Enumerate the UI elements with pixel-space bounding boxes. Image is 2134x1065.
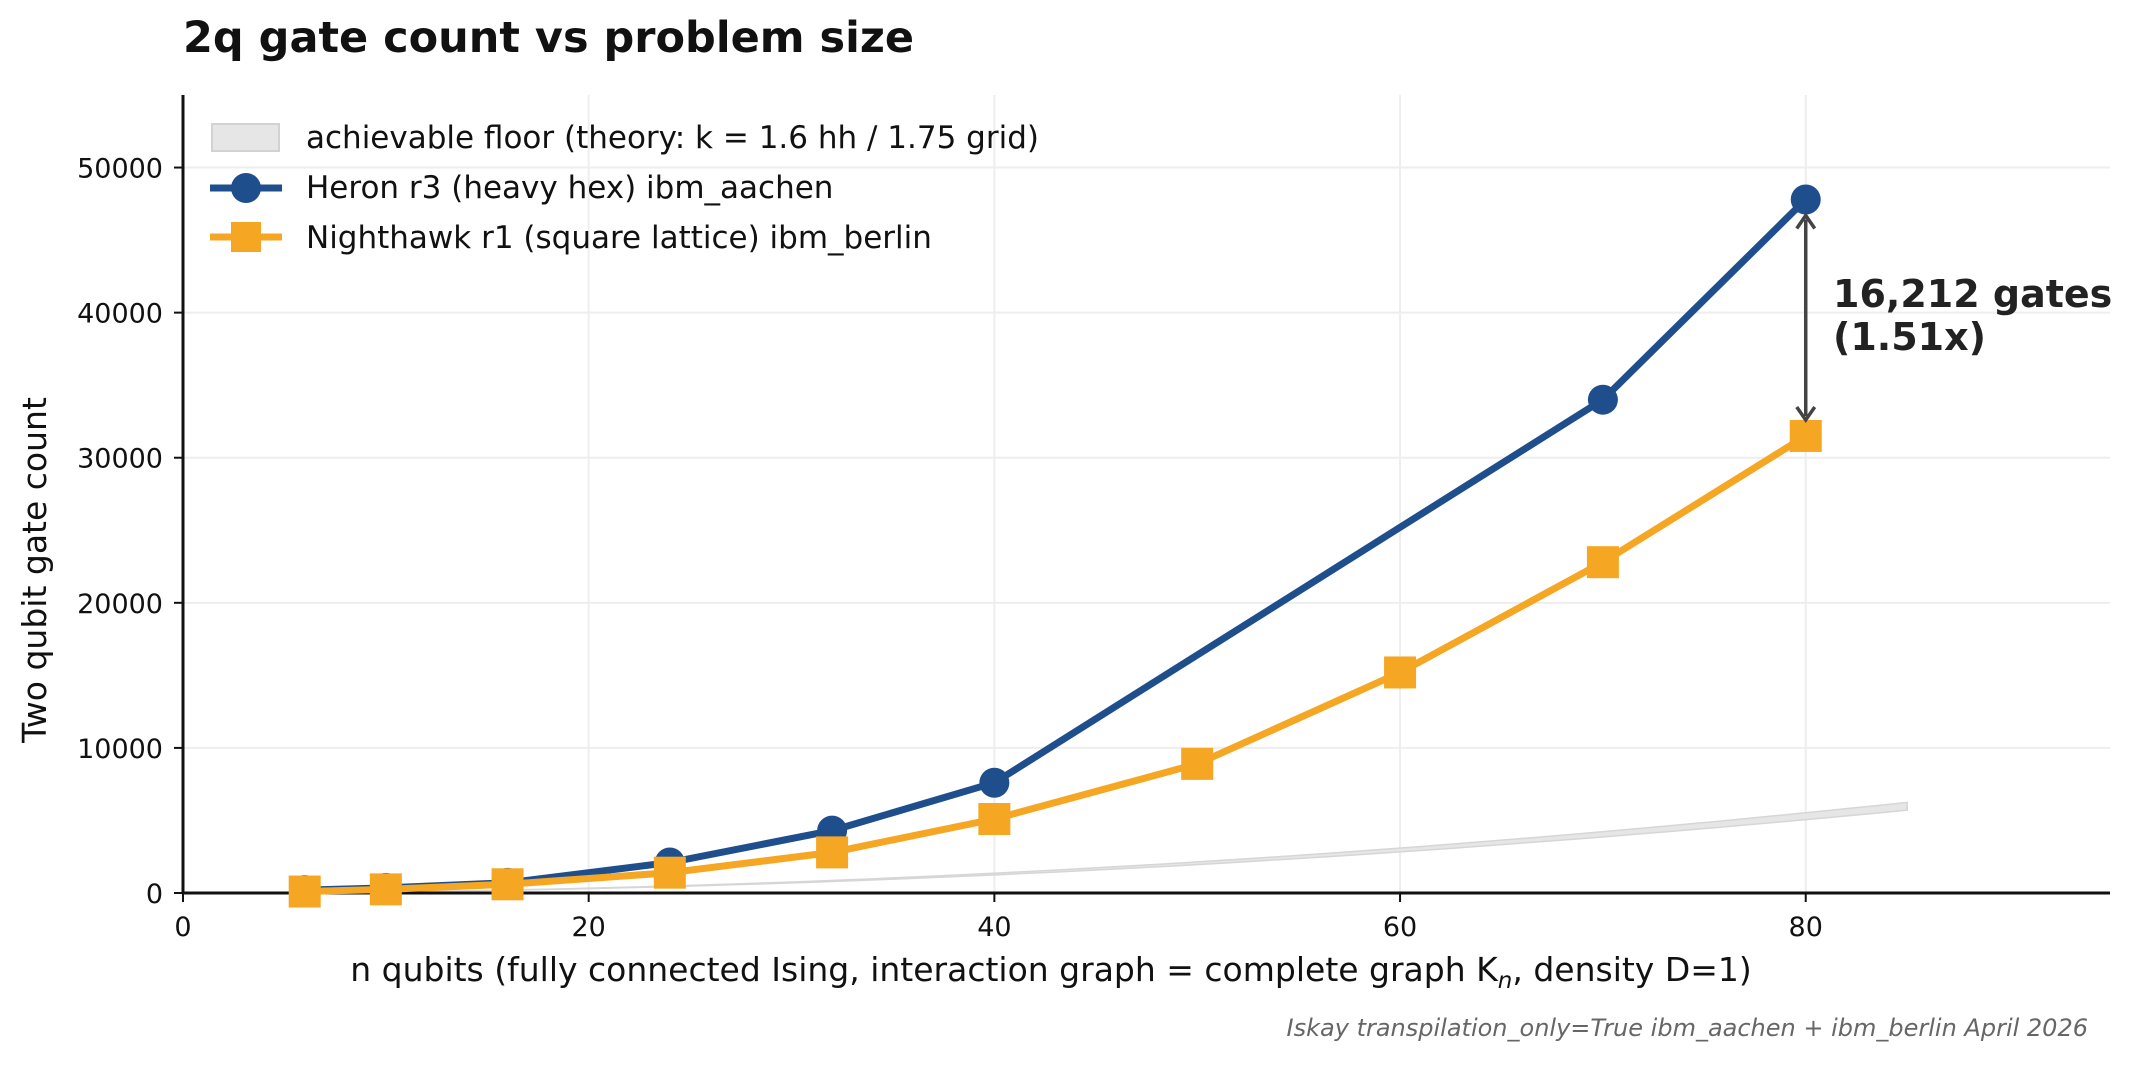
- data-point-nighthawk: [1789, 419, 1822, 452]
- data-point-nighthawk: [1181, 747, 1214, 780]
- tick-labels: 0 20 40 60 80 0 10000 20000 30000 40000 50000: [77, 154, 1823, 943]
- annotation-gates-label: 16,212 gates: [1833, 272, 2112, 316]
- gap-annotation: 16,212 gates (1.51x): [1795, 212, 2112, 424]
- annotation-arrow-head-bottom: [1795, 405, 1817, 424]
- data-point-nighthawk: [653, 856, 686, 889]
- y-tick-label: 10000: [77, 734, 163, 765]
- y-tick-label: 20000: [77, 589, 163, 620]
- x-tick-label: 60: [1383, 912, 1417, 943]
- data-point-nighthawk: [1384, 656, 1417, 689]
- grid: [183, 95, 2110, 893]
- data-point-nighthawk: [369, 873, 402, 906]
- data-point-heron: [1790, 184, 1821, 215]
- data-point-nighthawk: [491, 868, 524, 901]
- x-tick-label: 20: [572, 912, 606, 943]
- series-group: [288, 184, 1822, 908]
- x-tick-label: 80: [1789, 912, 1823, 943]
- floor-band-area: [303, 801, 1908, 894]
- y-tick-label: 40000: [77, 299, 163, 330]
- chart-title: 2q gate count vs problem size: [183, 13, 914, 63]
- data-point-nighthawk: [978, 803, 1011, 836]
- floor-band: [303, 801, 1908, 894]
- data-point-nighthawk: [288, 875, 321, 908]
- y-tick-label: 50000: [77, 154, 163, 185]
- data-point-heron: [1587, 384, 1618, 415]
- x-axis-label-main: n qubits (fully connected Ising, interac…: [350, 950, 1499, 989]
- legend-swatch-floor: [211, 123, 280, 152]
- annotation-arrow-head-top: [1795, 212, 1817, 230]
- y-tick-label: 0: [146, 879, 163, 910]
- series-line-nighthawk: [304, 433, 1808, 895]
- x-axis-label: n qubits (fully connected Ising, interac…: [350, 950, 1752, 994]
- legend-label-floor: achievable floor (theory: k = 1.6 hh / 1…: [306, 120, 1039, 156]
- legend-label-nighthawk: Nighthawk r1 (square lattice) ibm_berlin: [306, 220, 932, 256]
- legend: achievable floor (theory: k = 1.6 hh / 1…: [210, 120, 1039, 256]
- footer-note: Iskay transpilation_only=True ibm_aachen…: [1287, 1014, 2088, 1042]
- x-tick-label: 0: [174, 912, 191, 943]
- legend-marker-heron: [231, 173, 261, 203]
- series-line-heron: [304, 197, 1809, 894]
- legend-label-heron: Heron r3 (heavy hex) ibm_aachen: [306, 170, 833, 206]
- x-axis-label-tail: , density D=1): [1512, 950, 1751, 989]
- annotation-ratio-label: (1.51x): [1833, 315, 1986, 359]
- legend-marker-nighthawk: [231, 222, 261, 252]
- data-point-nighthawk: [1586, 546, 1619, 579]
- data-point-nighthawk: [816, 836, 849, 869]
- data-point-heron: [979, 767, 1010, 798]
- x-tick-label: 40: [977, 912, 1011, 943]
- y-tick-label: 30000: [77, 444, 163, 475]
- y-axis-label: Two qubit gate count: [15, 397, 54, 744]
- x-axis-label-subscript: n: [1498, 968, 1513, 994]
